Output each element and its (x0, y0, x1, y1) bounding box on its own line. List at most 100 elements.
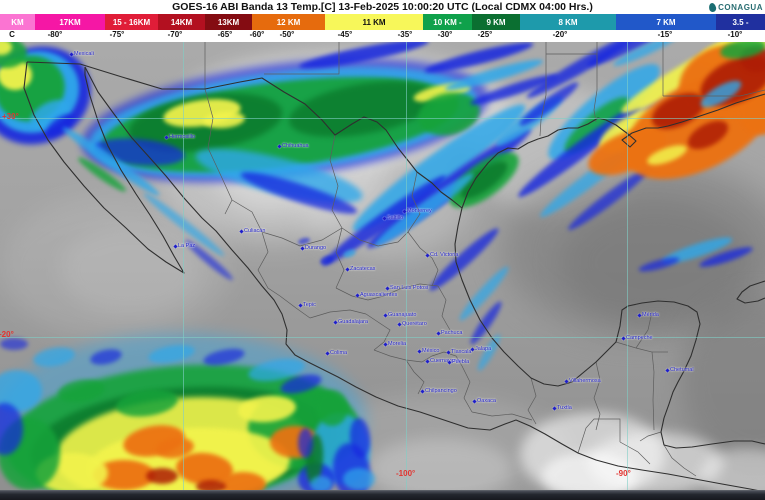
city-label: Chetumal (665, 367, 694, 373)
city-pin-icon (447, 359, 452, 365)
temperature-tick-label: -75° (109, 30, 125, 39)
city-name: Cuernavaca (430, 358, 460, 364)
city-name: Guadalajara (338, 319, 368, 325)
city-name: Chetumal (670, 367, 694, 373)
city-label: Tuxtla (552, 405, 572, 411)
city-pin-icon (277, 143, 282, 149)
city-name: Durango (305, 245, 327, 251)
city-label: Mexicali (69, 51, 94, 57)
city-pin-icon (446, 349, 451, 355)
city-label: Jalapa (470, 346, 492, 352)
city-name: La Paz (178, 243, 196, 249)
temperature-tick-label: -15° (657, 30, 673, 39)
temperature-tick-label: -80° (47, 30, 63, 39)
colorbar-segment: 13KM (205, 14, 252, 30)
colorbar-segment: 7 KM (616, 14, 716, 30)
city-pin-icon (300, 245, 305, 251)
city-pin-icon (164, 134, 169, 140)
city-pin-icon (665, 367, 670, 373)
city-label: Mérida (637, 312, 659, 318)
city-name: Mexicali (74, 51, 94, 57)
latitude-gridline (0, 118, 765, 119)
colorbar-segment: 15 - 16KM (105, 14, 158, 30)
city-name: San Luis Potosí (390, 285, 429, 291)
longitude-gridline (627, 42, 628, 490)
cloud-blob (0, 403, 23, 455)
city-name: Oaxaca (477, 398, 496, 404)
city-pin-icon (383, 312, 388, 318)
city-name: Jalapa (475, 346, 492, 352)
city-label: Guanajuato (383, 312, 416, 318)
city-label: Tlaxcala (446, 349, 472, 355)
city-name: Cd. Victoria (430, 252, 459, 258)
temperature-tick-label: -45° (337, 30, 353, 39)
temperature-tick-label: C (9, 30, 15, 39)
city-pin-icon (383, 341, 388, 347)
city-name: Colima (330, 350, 348, 356)
city-label: Chilpancingo (420, 388, 457, 394)
cloud-blob (316, 390, 348, 426)
city-pin-icon (325, 350, 330, 356)
city-label: San Luis Potosí (385, 285, 429, 291)
city-pin-icon (402, 208, 407, 214)
cloud-blob (298, 428, 313, 458)
colorbar-segment: 9 KM (472, 14, 520, 30)
coordinate-label: +20° (0, 330, 14, 339)
temperature-tick-label: -65° (217, 30, 233, 39)
temperature-tick-label: -70° (167, 30, 183, 39)
city-label: Villahermosa (564, 378, 601, 384)
city-pin-icon (564, 378, 569, 384)
city-name: Morelia (388, 341, 407, 347)
coordinate-label: +30° (2, 112, 19, 121)
city-name: Puebla (452, 359, 470, 365)
city-label: La Paz (173, 243, 196, 249)
colorbar-segment: KM (0, 14, 35, 30)
coordinate-label: -100° (396, 469, 416, 478)
cloud-height-colorbar: KM 17KM 15 - 16KM 14KM 13KM 12 KM 11 KM 10 KM -… (0, 14, 765, 30)
city-pin-icon (425, 358, 430, 364)
city-label: Tepic (298, 302, 316, 308)
city-name: Hermosillo (169, 134, 195, 140)
city-name: Chilpancingo (425, 388, 457, 394)
city-pin-icon (239, 228, 244, 234)
cloud-blob (0, 338, 28, 350)
city-label: Morelia (383, 341, 407, 347)
city-label: Oaxaca (472, 398, 496, 404)
city-pin-icon (472, 398, 477, 404)
city-name: Querétaro (402, 321, 427, 327)
map-bottom-edge (0, 490, 765, 500)
city-label: Zacatecas (345, 266, 375, 272)
cloud-blob (0, 42, 12, 55)
city-pin-icon (397, 321, 402, 327)
cloud-blob (60, 225, 200, 315)
city-label: Saltillo (382, 215, 403, 221)
city-pin-icon (417, 348, 422, 354)
city-label: Hermosillo (164, 134, 195, 140)
coordinate-label: -90° (616, 469, 631, 478)
city-pin-icon (298, 302, 303, 308)
temperature-tick-label: -10° (727, 30, 743, 39)
conagua-logo-text: CONAGUA (718, 2, 763, 12)
image-title: GOES-16 ABI Banda 13 Temp.[C] 13-Feb-202… (172, 1, 593, 13)
city-pin-icon (333, 319, 338, 325)
city-label: México (417, 348, 440, 354)
city-pin-icon (382, 215, 387, 221)
city-pin-icon (470, 346, 475, 352)
city-label: Pachuca (436, 330, 463, 336)
city-label: Culiacán (239, 228, 265, 234)
satellite-map: +30° +20° -100° -90° Mexicali Hermosillo Chih… (0, 42, 765, 500)
temperature-tick-label: -35° (397, 30, 413, 39)
city-pin-icon (69, 51, 74, 57)
colorbar-segment: 17KM (35, 14, 105, 30)
temperature-tick-label: -20° (552, 30, 568, 39)
city-pin-icon (637, 312, 642, 318)
city-name: México (422, 348, 440, 354)
city-label: Guadalajara (333, 319, 368, 325)
city-label: Querétaro (397, 321, 427, 327)
cloud-blob (310, 476, 332, 492)
city-pin-icon (385, 285, 390, 291)
city-label: Chihuahua (277, 143, 309, 149)
city-name: Pachuca (441, 330, 463, 336)
city-name: Tlaxcala (451, 349, 472, 355)
